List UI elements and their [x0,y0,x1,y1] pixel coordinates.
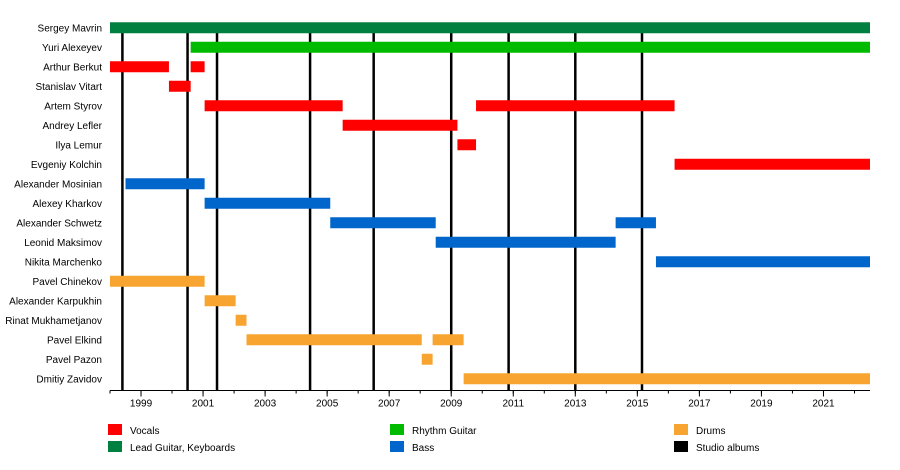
member-bar-vocals [110,61,169,73]
member-bar-vocals [476,100,675,112]
member-label: Stanislav Vitart [35,82,102,93]
member-bar-vocals [204,100,343,112]
member-label: Alexander Schwetz [16,218,102,229]
member-name-labels: Sergey Mavrin Yuri Alexeyev Arthur Berkut S… [5,23,102,385]
legend-label-bass: Bass [412,443,434,454]
x-tick-label: 2021 [812,399,835,410]
x-tick-label: 2019 [750,399,773,410]
legend-label-drums: Drums [696,426,725,437]
member-bar-bass [125,178,205,190]
member-label: Pavel Elkind [47,335,102,346]
legend-swatch-bass [390,441,404,452]
member-bar-drums [204,295,236,307]
member-label: Nikita Marchenko [25,257,103,268]
x-tick-label: 1999 [130,399,153,410]
legend-label-vocals: Vocals [130,426,159,437]
member-bar-drums [432,334,464,346]
member-label: Alexander Mosinian [14,179,102,190]
legend-label-lead: Lead Guitar, Keyboards [130,443,235,454]
x-tick-label: 2001 [192,399,215,410]
member-bar-bass [435,236,616,248]
member-label: Artem Styrov [44,101,102,112]
member-label: Alexey Kharkov [33,199,102,210]
x-tick-label: 2015 [626,399,649,410]
legend-label-album: Studio albums [696,443,759,454]
member-bar-bass [204,197,331,209]
x-tick-label: 2005 [316,399,339,410]
member-bar-bass [655,256,870,268]
x-tick-label: 2011 [503,399,525,410]
x-tick-label: 2007 [378,399,401,410]
legend: Vocals Rhythm Guitar Drums Lead Guitar, Key… [108,424,759,454]
member-bar-drums [421,353,433,365]
member-label: Arthur Berkut [43,62,102,73]
member-label: Andrey Lefler [43,121,103,132]
legend-swatch-vocals [108,424,122,435]
member-bar-drums [246,334,422,346]
member-bar-drums [110,275,205,287]
member-bar-lead [110,22,870,34]
member-bar-vocals [674,158,870,170]
legend-label-rhythm: Rhythm Guitar [412,426,477,437]
member-label: Leonid Maksimov [24,238,102,249]
member-bar-bass [615,217,656,229]
member-label: Alexander Karpukhin [9,296,102,307]
x-tick-label: 2017 [688,399,711,410]
legend-swatch-album [674,441,688,452]
member-label: Yuri Alexeyev [42,43,102,54]
x-tick-label: 2003 [254,399,277,410]
x-tick-label: 2009 [440,399,463,410]
member-bar-vocals [342,119,458,131]
member-bar-rhythm [190,41,870,53]
member-bar-vocals [190,61,205,73]
member-bars [110,22,870,385]
x-tick-label: 2013 [564,399,587,410]
member-bar-vocals [457,139,477,151]
member-label: Dmitiy Zavidov [36,374,102,385]
member-label: Pavel Chinekov [33,277,102,288]
member-bar-drums [235,314,247,326]
legend-swatch-drums [674,424,688,435]
legend-swatch-lead [108,441,122,452]
x-axis-ticks: 1999 2001 2003 2005 2007 2009 2011 2013 2015 2017… [109,390,855,410]
member-label: Evgeniy Kolchin [31,160,102,171]
legend-swatch-rhythm [390,424,404,435]
member-bar-drums [463,373,870,385]
member-label: Sergey Mavrin [38,23,102,34]
member-bar-bass [330,217,436,229]
member-bar-vocals [168,80,191,92]
member-label: Ilya Lemur [55,140,102,151]
member-label: Pavel Pazon [46,355,102,366]
member-label: Rinat Mukhametjanov [5,316,102,327]
